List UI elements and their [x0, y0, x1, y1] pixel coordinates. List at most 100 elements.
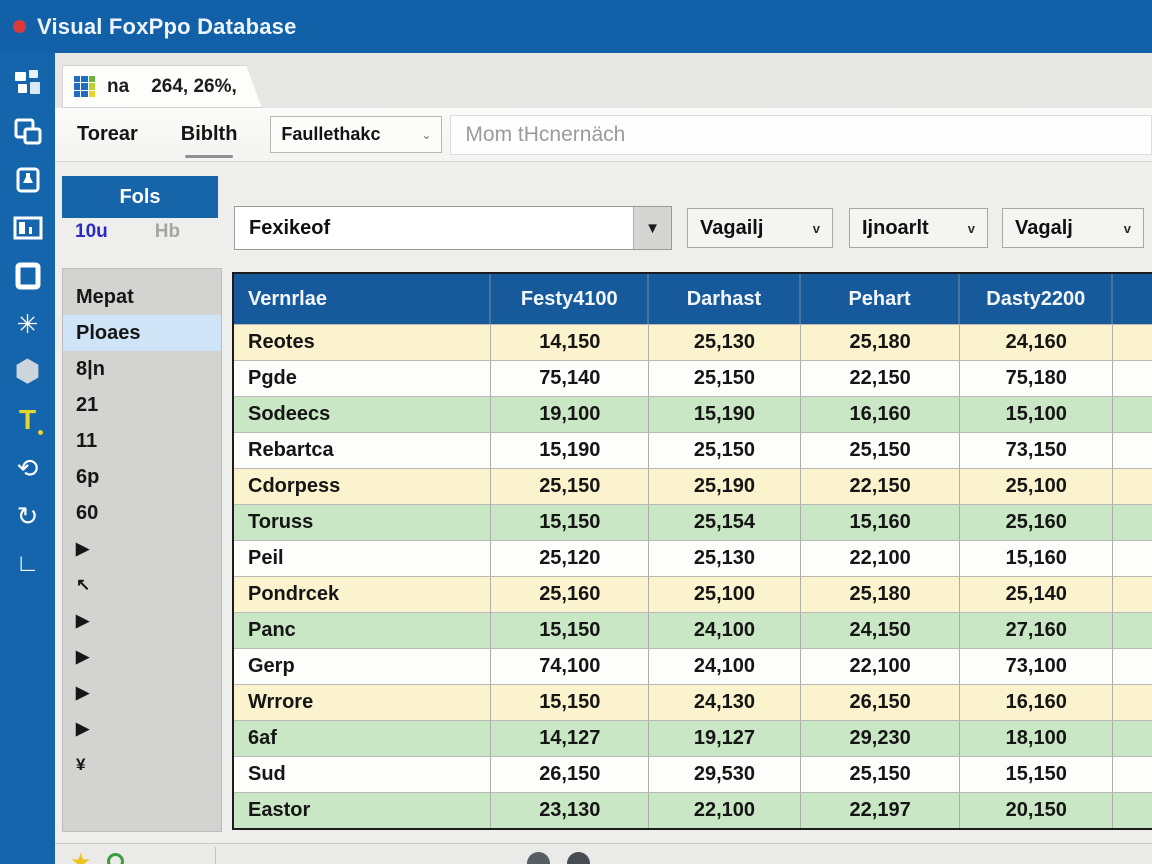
row-name-cell[interactable]: Sud [234, 757, 492, 792]
value-cell[interactable]: 23,130 [491, 793, 650, 828]
table-row[interactable]: Cdorpess 25,150 25,190 22,150 25,100 [234, 468, 1152, 504]
row-name-cell[interactable]: Sodeecs [234, 397, 492, 432]
value-cell[interactable]: 29,530 [649, 757, 801, 792]
value-cell[interactable] [1113, 649, 1152, 684]
value-cell[interactable]: 24,150 [800, 613, 961, 648]
value-cell[interactable]: 15,160 [960, 541, 1114, 576]
value-cell[interactable]: 25,150 [800, 757, 961, 792]
value-cell[interactable]: 22,100 [800, 541, 961, 576]
value-cell[interactable]: 24,100 [649, 649, 801, 684]
mini-primary-link[interactable]: 10u [75, 221, 108, 242]
burst-icon[interactable]: ✳ [16, 309, 39, 339]
value-cell[interactable]: 27,160 [960, 613, 1114, 648]
value-cell[interactable]: 25,180 [800, 577, 961, 612]
value-cell[interactable]: 24,100 [649, 613, 801, 648]
table-row[interactable]: 6af 14,127 19,127 29,230 18,100 [234, 720, 1152, 756]
value-cell[interactable]: 15,150 [491, 613, 650, 648]
row-name-cell[interactable]: Rebartca [234, 433, 492, 468]
loop-icon[interactable]: ⟲ [16, 453, 39, 483]
table-row[interactable]: Gerp 74,100 24,100 22,100 73,100 [234, 648, 1152, 684]
list-item[interactable]: 6p [76, 465, 100, 488]
row-name-cell[interactable]: Panc [234, 613, 492, 648]
row-name-cell[interactable]: Toruss [234, 505, 492, 540]
list-item[interactable]: ▶ [76, 539, 90, 558]
list-item[interactable]: Ploaes [63, 315, 221, 351]
status-circle-icon-2[interactable] [567, 852, 590, 864]
grid-header-cell[interactable]: Darhast [649, 274, 801, 324]
value-cell[interactable] [1113, 469, 1152, 504]
value-cell[interactable]: 15,160 [800, 505, 961, 540]
grid-header-cell[interactable]: Vernrlae [234, 274, 492, 324]
copy-pages-icon[interactable] [11, 115, 45, 149]
value-cell[interactable]: 25,160 [960, 505, 1114, 540]
list-item[interactable]: 21 [76, 393, 99, 416]
green-ring-icon[interactable] [107, 853, 124, 864]
blocks-icon[interactable] [11, 67, 45, 101]
combobox-ijnoarlt[interactable]: Ijnoarlt v [849, 208, 988, 248]
value-cell[interactable]: 15,150 [491, 685, 650, 720]
list-item[interactable]: 11 [76, 429, 98, 452]
value-cell[interactable]: 15,190 [491, 433, 650, 468]
combobox-vagailj[interactable]: Vagailj v [687, 208, 833, 248]
grid-header-cell[interactable]: Festy4100 [491, 274, 650, 324]
square-icon[interactable] [11, 259, 45, 293]
value-cell[interactable]: 25,190 [649, 469, 801, 504]
list-item[interactable]: ¥ [76, 755, 86, 774]
value-cell[interactable]: 25,154 [649, 505, 801, 540]
table-row[interactable]: Peil 25,120 25,130 22,100 15,160 [234, 540, 1152, 576]
value-cell[interactable] [1113, 541, 1152, 576]
table-row[interactable]: Wrrore 15,150 24,130 26,150 16,160 [234, 684, 1152, 720]
value-cell[interactable]: 26,150 [491, 757, 650, 792]
table-row[interactable]: Panc 15,150 24,100 24,150 27,160 [234, 612, 1152, 648]
value-cell[interactable]: 25,160 [491, 577, 650, 612]
value-cell[interactable]: 29,230 [800, 721, 961, 756]
value-cell[interactable]: 25,150 [800, 433, 961, 468]
value-cell[interactable]: 25,180 [800, 325, 961, 360]
value-cell[interactable]: 18,100 [960, 721, 1114, 756]
value-cell[interactable]: 73,100 [960, 649, 1114, 684]
value-cell[interactable]: 25,150 [649, 361, 801, 396]
row-name-cell[interactable]: Pgde [234, 361, 492, 396]
value-cell[interactable]: 25,140 [960, 577, 1114, 612]
active-document-tab[interactable]: na 264, 26%, [62, 65, 262, 108]
mini-secondary-label[interactable]: Hb [154, 221, 181, 242]
table-row[interactable]: Rebartca 15,190 25,150 25,150 73,150 [234, 432, 1152, 468]
main-combobox[interactable]: Fexikeof ▼ [234, 206, 672, 250]
value-cell[interactable]: 19,127 [649, 721, 801, 756]
list-item[interactable]: Mepat [76, 285, 134, 308]
value-cell[interactable]: 24,130 [649, 685, 801, 720]
value-cell[interactable]: 25,150 [491, 469, 650, 504]
value-cell[interactable]: 75,140 [491, 361, 650, 396]
list-item[interactable]: ↖ [76, 575, 91, 594]
flask-icon[interactable] [11, 163, 45, 197]
table-row[interactable]: Eastor 23,130 22,100 22,197 20,150 [234, 792, 1152, 828]
value-cell[interactable]: 74,100 [491, 649, 650, 684]
grid-header-cell[interactable]: Pehart [801, 274, 961, 324]
value-cell[interactable] [1113, 505, 1152, 540]
row-name-cell[interactable]: Wrrore [234, 685, 492, 720]
table-row[interactable]: Pgde 75,140 25,150 22,150 75,180 [234, 360, 1152, 396]
list-item[interactable]: ▶ [76, 611, 90, 630]
value-cell[interactable]: 25,130 [649, 325, 801, 360]
value-cell[interactable] [1113, 721, 1152, 756]
value-cell[interactable]: 20,150 [960, 793, 1114, 828]
value-cell[interactable]: 15,150 [960, 757, 1114, 792]
row-name-cell[interactable]: Peil [234, 541, 492, 576]
menu-item-torear[interactable]: Torear [77, 123, 138, 145]
row-name-cell[interactable]: Eastor [234, 793, 492, 828]
table-row[interactable]: Reotes 14,150 25,130 25,180 24,160 [234, 324, 1152, 360]
menubar-dropdown[interactable]: Faullethakc ⌄ [270, 116, 443, 153]
value-cell[interactable] [1113, 613, 1152, 648]
value-cell[interactable]: 15,100 [960, 397, 1114, 432]
value-cell[interactable]: 22,197 [800, 793, 961, 828]
value-cell[interactable]: 26,150 [800, 685, 961, 720]
value-cell[interactable] [1113, 577, 1152, 612]
list-item[interactable]: 60 [76, 501, 99, 524]
value-cell[interactable]: 25,100 [649, 577, 801, 612]
refresh-icon[interactable]: ↻ [16, 501, 39, 531]
value-cell[interactable]: 15,150 [491, 505, 650, 540]
table-row[interactable]: Pondrcek 25,160 25,100 25,180 25,140 [234, 576, 1152, 612]
value-cell[interactable]: 24,160 [960, 325, 1114, 360]
row-name-cell[interactable]: Gerp [234, 649, 492, 684]
row-name-cell[interactable]: Cdorpess [234, 469, 492, 504]
